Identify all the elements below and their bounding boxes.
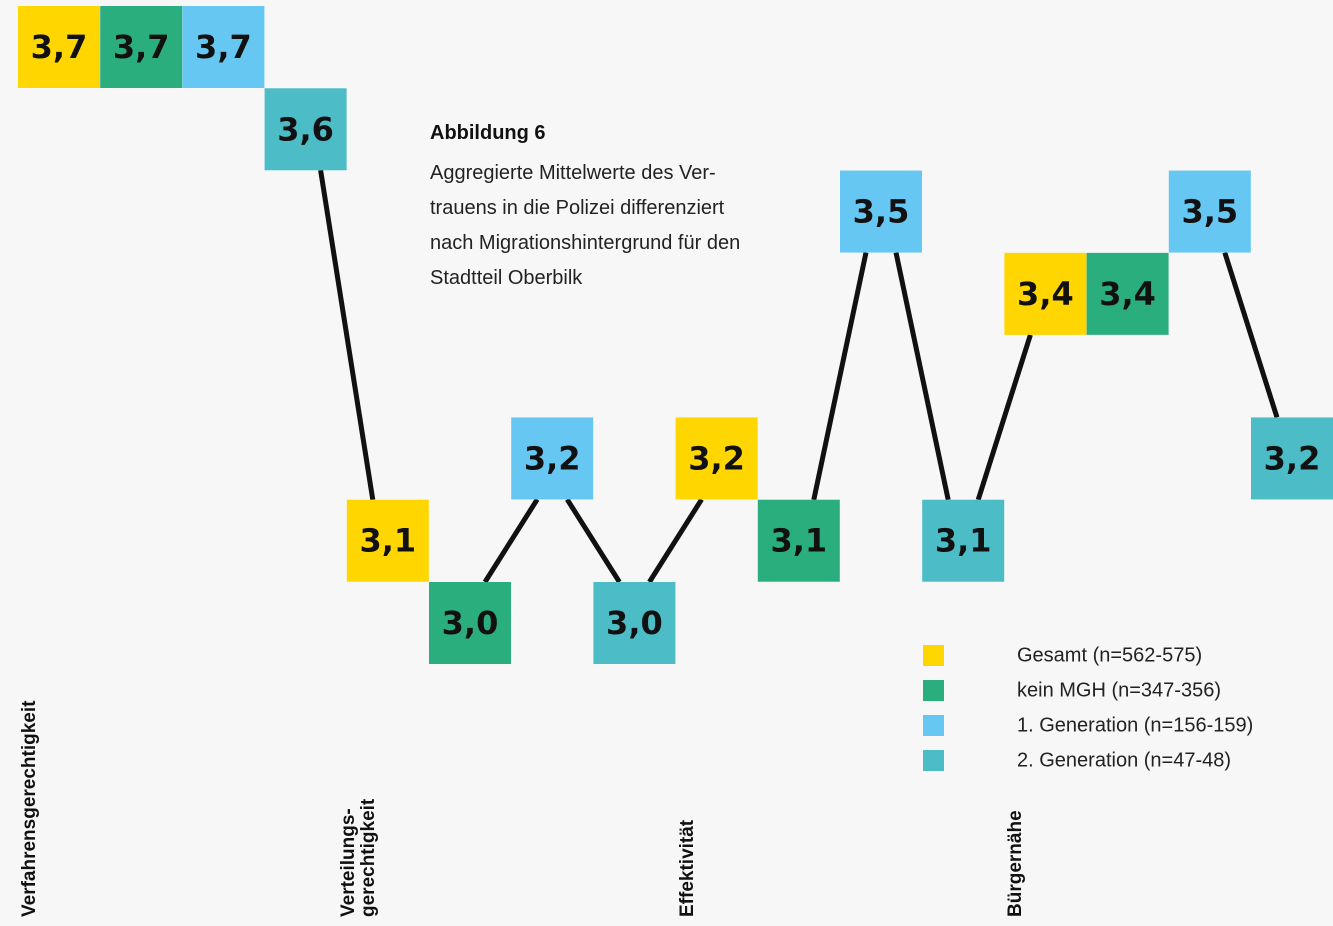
legend-swatch	[923, 680, 944, 701]
value-label: 3,7	[195, 28, 252, 66]
category-label: Effektivität	[676, 819, 698, 917]
tile	[264, 88, 347, 171]
legend-label: kein MGH (n=347-356)	[1017, 679, 1221, 701]
value-label: 3,1	[359, 522, 416, 560]
tile	[593, 582, 676, 664]
connector	[1222, 251, 1280, 419]
connector	[647, 498, 704, 584]
tile	[100, 6, 183, 88]
tile	[922, 499, 1005, 582]
legend-label: 1. Generation (n=156-159)	[1017, 714, 1253, 736]
legend-swatch	[923, 645, 944, 666]
tile	[182, 6, 265, 88]
chart-title: Abbildung 6	[430, 122, 546, 144]
value-label: 3,1	[770, 522, 827, 560]
value-label: 3,4	[1017, 275, 1074, 313]
value-label: 3,7	[113, 28, 170, 66]
tile	[429, 582, 511, 664]
connector	[975, 334, 1033, 501]
tile	[511, 417, 594, 500]
connector	[893, 252, 951, 501]
connector	[482, 498, 540, 584]
legend-label: Gesamt (n=562-575)	[1017, 644, 1202, 666]
value-label: 3,6	[277, 110, 334, 148]
tile	[675, 417, 758, 500]
legend-label: 2. Generation (n=47-48)	[1017, 749, 1231, 771]
connector	[811, 252, 869, 501]
category-label: Verfahrensgerechtigkeit	[19, 700, 40, 917]
tile	[346, 499, 429, 582]
connector	[318, 169, 376, 501]
legend-swatch	[923, 715, 944, 736]
tile	[1086, 252, 1169, 335]
value-label: 3,7	[31, 28, 88, 66]
value-label: 3,5	[1181, 193, 1238, 231]
category-label: Bürgernähe	[1005, 810, 1027, 917]
value-label: 3,2	[1264, 439, 1321, 477]
tile	[1251, 417, 1333, 500]
connector	[565, 498, 622, 584]
value-label: 3,4	[1099, 275, 1156, 313]
value-label: 3,5	[853, 193, 910, 231]
legend-swatch	[923, 750, 944, 771]
value-label: 3,0	[606, 604, 663, 642]
value-label: 3,2	[524, 439, 581, 477]
tile	[18, 6, 100, 88]
tile	[840, 170, 922, 253]
value-label: 3,0	[442, 604, 499, 642]
tile	[757, 499, 840, 582]
tile	[1168, 170, 1251, 253]
value-label: 3,2	[688, 439, 745, 477]
category-label: Verteilungs- gerechtigkeit	[337, 798, 379, 917]
value-label: 3,1	[935, 522, 992, 560]
tile	[1004, 252, 1087, 335]
chart-subtitle: Aggregierte Mittelwerte des Ver- trauens…	[430, 162, 741, 289]
